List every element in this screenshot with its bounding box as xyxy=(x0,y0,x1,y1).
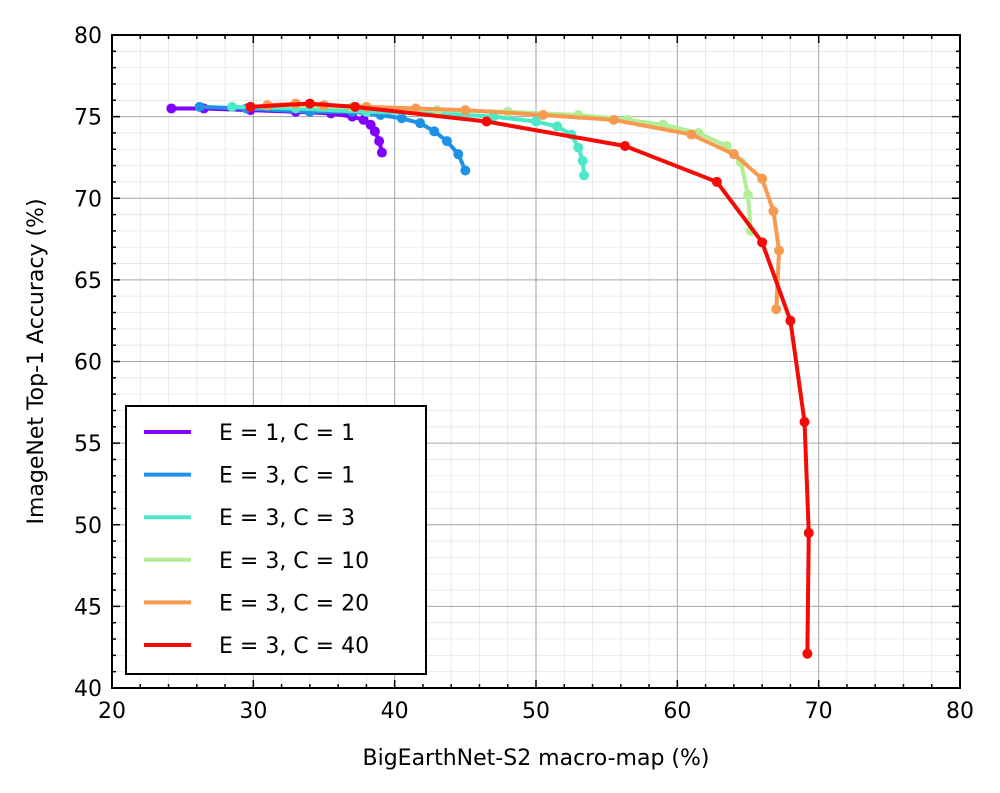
data-point xyxy=(460,105,471,116)
legend-item: E = 3, C = 20 xyxy=(144,591,369,616)
legend: E = 1, C = 1 E = 3, C = 1 E = 3, C = 3 E = … xyxy=(125,405,427,675)
data-point xyxy=(774,245,785,256)
data-point xyxy=(481,116,492,127)
x-axis-title: BigEarthNet-S2 macro-map (%) xyxy=(363,746,710,771)
legend-label: E = 3, C = 3 xyxy=(219,506,355,531)
series-6 xyxy=(245,98,814,659)
y-tick-label: 60 xyxy=(74,351,102,376)
data-point xyxy=(166,103,177,114)
data-point xyxy=(686,129,697,140)
y-tick-label: 75 xyxy=(74,106,102,131)
data-point xyxy=(799,416,810,427)
data-point xyxy=(194,101,205,112)
legend-item: E = 3, C = 10 xyxy=(144,549,369,574)
data-point xyxy=(369,126,380,137)
data-point xyxy=(728,149,739,160)
legend-item: E = 3, C = 3 xyxy=(144,506,355,531)
data-point xyxy=(768,206,779,217)
y-tick-label: 65 xyxy=(74,269,102,294)
y-tick-label: 50 xyxy=(74,514,102,539)
data-point xyxy=(771,304,782,315)
legend-label: E = 3, C = 1 xyxy=(219,464,355,489)
x-tick-label: 70 xyxy=(805,699,833,724)
data-point xyxy=(396,113,407,124)
y-tick-label: 40 xyxy=(74,677,102,702)
data-point xyxy=(460,165,471,176)
y-tick-labels: 40 45 50 55 60 65 70 75 80 xyxy=(74,24,102,702)
data-point xyxy=(488,111,499,122)
y-tick-label: 55 xyxy=(74,432,102,457)
ticks-layer xyxy=(111,34,961,689)
y-axis-title: ImageNet Top-1 Accuracy (%) xyxy=(24,198,49,524)
data-point xyxy=(757,237,768,248)
legend-label: E = 3, C = 10 xyxy=(219,549,369,574)
data-point xyxy=(785,315,796,326)
data-point xyxy=(453,149,464,160)
data-point xyxy=(620,141,631,152)
data-point xyxy=(577,155,588,166)
y-tick-label: 70 xyxy=(74,187,102,212)
data-point xyxy=(552,121,563,132)
data-point xyxy=(531,116,541,127)
x-tick-labels: 20 30 40 50 60 70 80 xyxy=(98,699,974,724)
y-tick-label: 45 xyxy=(74,595,102,620)
data-point xyxy=(743,189,753,200)
x-tick-label: 50 xyxy=(522,699,550,724)
data-point xyxy=(429,126,440,137)
data-point xyxy=(803,527,814,538)
data-point xyxy=(358,114,369,125)
x-tick-label: 20 xyxy=(98,699,126,724)
data-point xyxy=(415,118,426,129)
legend-label: E = 3, C = 20 xyxy=(219,591,369,616)
data-point xyxy=(538,109,549,120)
data-point xyxy=(227,101,238,112)
data-point xyxy=(410,103,421,114)
series-2 xyxy=(194,101,471,176)
data-point xyxy=(711,176,722,187)
data-point xyxy=(304,98,315,109)
data-point xyxy=(579,170,590,181)
legend-item: E = 3, C = 1 xyxy=(144,464,355,489)
data-point xyxy=(350,101,361,112)
data-point xyxy=(374,136,385,147)
legend-item: E = 1, C = 1 xyxy=(144,421,355,446)
legend-label: E = 3, C = 40 xyxy=(219,634,369,659)
x-tick-label: 60 xyxy=(663,699,691,724)
legend-item: E = 3, C = 40 xyxy=(144,634,369,659)
data-point xyxy=(376,147,387,158)
data-point xyxy=(573,142,584,153)
data-point xyxy=(757,173,768,184)
data-point xyxy=(802,648,813,659)
x-tick-label: 30 xyxy=(239,699,267,724)
y-tick-label: 80 xyxy=(74,24,102,49)
data-point xyxy=(608,114,619,125)
legend-box xyxy=(125,405,427,675)
legend-label: E = 1, C = 1 xyxy=(219,421,355,446)
x-tick-label: 40 xyxy=(381,699,409,724)
series-layer xyxy=(166,98,814,659)
data-point xyxy=(441,136,452,147)
data-point xyxy=(245,101,256,112)
x-tick-label: 80 xyxy=(946,699,974,724)
